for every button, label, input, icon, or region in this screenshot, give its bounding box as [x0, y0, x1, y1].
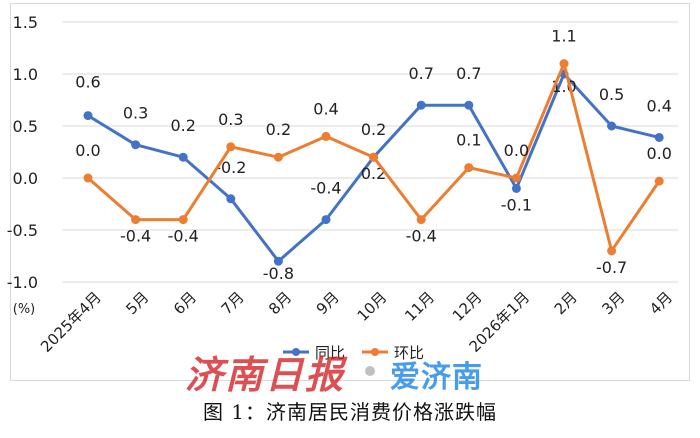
data-point [226, 194, 236, 204]
legend-marker [292, 348, 300, 356]
data-point [464, 163, 474, 173]
x-tick-label: 8月 [265, 288, 295, 318]
data-point [321, 215, 331, 225]
data-label: 0.1 [456, 131, 481, 150]
y-axis-unit: (%) [13, 302, 36, 317]
data-label: -0.4 [120, 227, 151, 246]
x-tick-label: 3月 [598, 288, 628, 318]
data-point [607, 246, 617, 256]
data-point [131, 215, 141, 225]
chart-frame [10, 3, 690, 381]
data-point [416, 100, 426, 110]
x-tick-label: 12月 [449, 288, 486, 325]
y-tick-label: 1.5 [13, 13, 38, 32]
data-point [226, 142, 236, 152]
data-point [273, 256, 283, 266]
data-label: -0.2 [215, 158, 246, 177]
data-label: 0.4 [646, 96, 671, 115]
data-point [416, 215, 426, 225]
y-tick-label: 0.5 [13, 117, 38, 136]
data-point [83, 173, 93, 183]
y-tick-label: 0.0 [13, 169, 38, 188]
data-point [607, 121, 617, 131]
data-label: 0.7 [408, 64, 433, 83]
data-point [654, 176, 664, 186]
figure-caption: 图 1：济南居民消费价格涨跌幅 [202, 400, 498, 424]
x-tick-label: 2025年4月 [37, 288, 105, 356]
data-label: 0.3 [123, 104, 148, 123]
x-tick-label: 11月 [401, 288, 438, 325]
data-point [131, 140, 141, 150]
data-label: 0.5 [599, 85, 624, 104]
x-tick-label: 7月 [218, 288, 248, 318]
y-tick-label: 1.0 [13, 65, 38, 84]
data-label: -0.4 [168, 227, 199, 246]
legend-label: 同比 [315, 344, 345, 362]
x-tick-label: 2月 [551, 288, 581, 318]
data-label: -0.8 [263, 264, 294, 283]
data-label: 0.3 [218, 110, 243, 129]
watermark-dot [365, 366, 375, 376]
y-tick-label: -0.5 [7, 221, 38, 240]
data-label: -0.4 [310, 179, 341, 198]
data-point [178, 152, 188, 162]
data-label: -0.1 [501, 195, 532, 214]
data-point [511, 183, 521, 193]
x-tick-label: 9月 [313, 288, 343, 318]
data-label: 0.2 [170, 116, 195, 135]
data-label: 0.7 [456, 64, 481, 83]
data-label: 0.4 [313, 99, 338, 118]
data-label: 0.0 [75, 141, 100, 160]
data-label: 0.0 [646, 144, 671, 163]
data-point [511, 173, 521, 183]
data-point [83, 111, 93, 121]
data-point [321, 131, 331, 141]
data-label: -0.7 [596, 258, 627, 277]
data-label: 0.0 [504, 141, 529, 160]
data-point [654, 132, 664, 142]
watermark-brand-blue: 爱济南 [390, 360, 483, 395]
data-point [464, 100, 474, 110]
x-tick-label: 5月 [122, 288, 152, 318]
data-point [559, 59, 569, 69]
legend-marker [371, 348, 379, 356]
data-label: 1.1 [551, 27, 576, 46]
data-label: 0.2 [361, 120, 386, 139]
x-tick-label: 6月 [170, 288, 200, 318]
data-point [178, 215, 188, 225]
legend-label: 环比 [394, 344, 424, 362]
data-label: 0.2 [361, 164, 386, 183]
x-tick-label: 10月 [354, 288, 391, 325]
data-point [273, 152, 283, 162]
data-label: 0.6 [75, 73, 100, 92]
data-label: -0.4 [406, 227, 437, 246]
data-point [369, 152, 379, 162]
data-label: 0.2 [266, 120, 291, 139]
watermark-brand-red: 济南日报 [185, 352, 346, 397]
y-tick-label: -1.0 [7, 273, 38, 292]
x-tick-label: 4月 [646, 288, 676, 318]
